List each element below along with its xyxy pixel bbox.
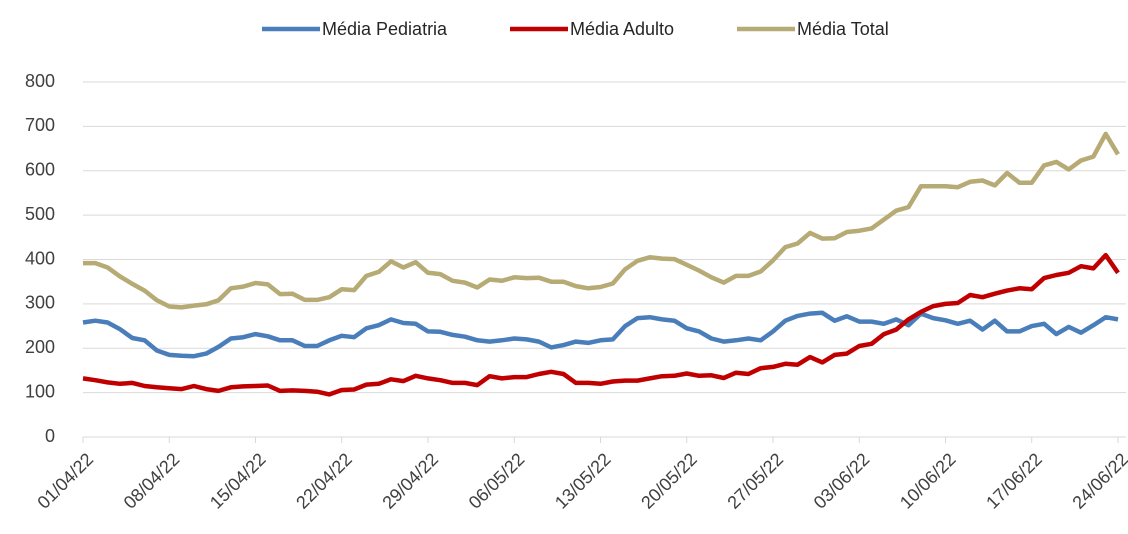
- y-tick-label: 600: [25, 160, 55, 180]
- legend: Média Pediatria Média Adulto Média Total: [262, 19, 889, 39]
- series-line: [82, 252, 1120, 397]
- x-tick-label: 01/04/22: [33, 449, 97, 513]
- x-tick-label: 22/04/22: [292, 449, 356, 513]
- y-tick-label: 400: [25, 248, 55, 268]
- y-tick-label: 700: [25, 115, 55, 135]
- y-tick-label: 300: [25, 293, 55, 313]
- x-tick-label: 29/04/22: [378, 449, 442, 513]
- x-tick-label: 06/05/22: [465, 449, 529, 513]
- legend-label: Média Pediatria: [322, 19, 448, 39]
- x-tick-label: 03/06/22: [810, 449, 874, 513]
- y-tick-label: 500: [25, 204, 55, 224]
- y-tick-label: 200: [25, 337, 55, 357]
- x-tick-label: 08/04/22: [120, 449, 184, 513]
- x-tick-label: 10/06/22: [896, 449, 960, 513]
- y-tick-label: 0: [45, 426, 55, 446]
- legend-label: Média Adulto: [570, 19, 674, 39]
- x-tick-label: 17/06/22: [982, 449, 1046, 513]
- series-line: [82, 310, 1119, 359]
- x-tick-label: 27/05/22: [723, 449, 787, 513]
- y-tick-label: 100: [25, 381, 55, 401]
- x-tick-label: 15/04/22: [206, 449, 270, 513]
- legend-label: Média Total: [797, 19, 889, 39]
- x-tick-label: 20/05/22: [637, 449, 701, 513]
- x-tick-label: 24/06/22: [1068, 449, 1128, 513]
- y-tick-label: 800: [25, 71, 55, 91]
- series-line: [83, 131, 1120, 310]
- x-tick-label: 13/05/22: [551, 449, 615, 513]
